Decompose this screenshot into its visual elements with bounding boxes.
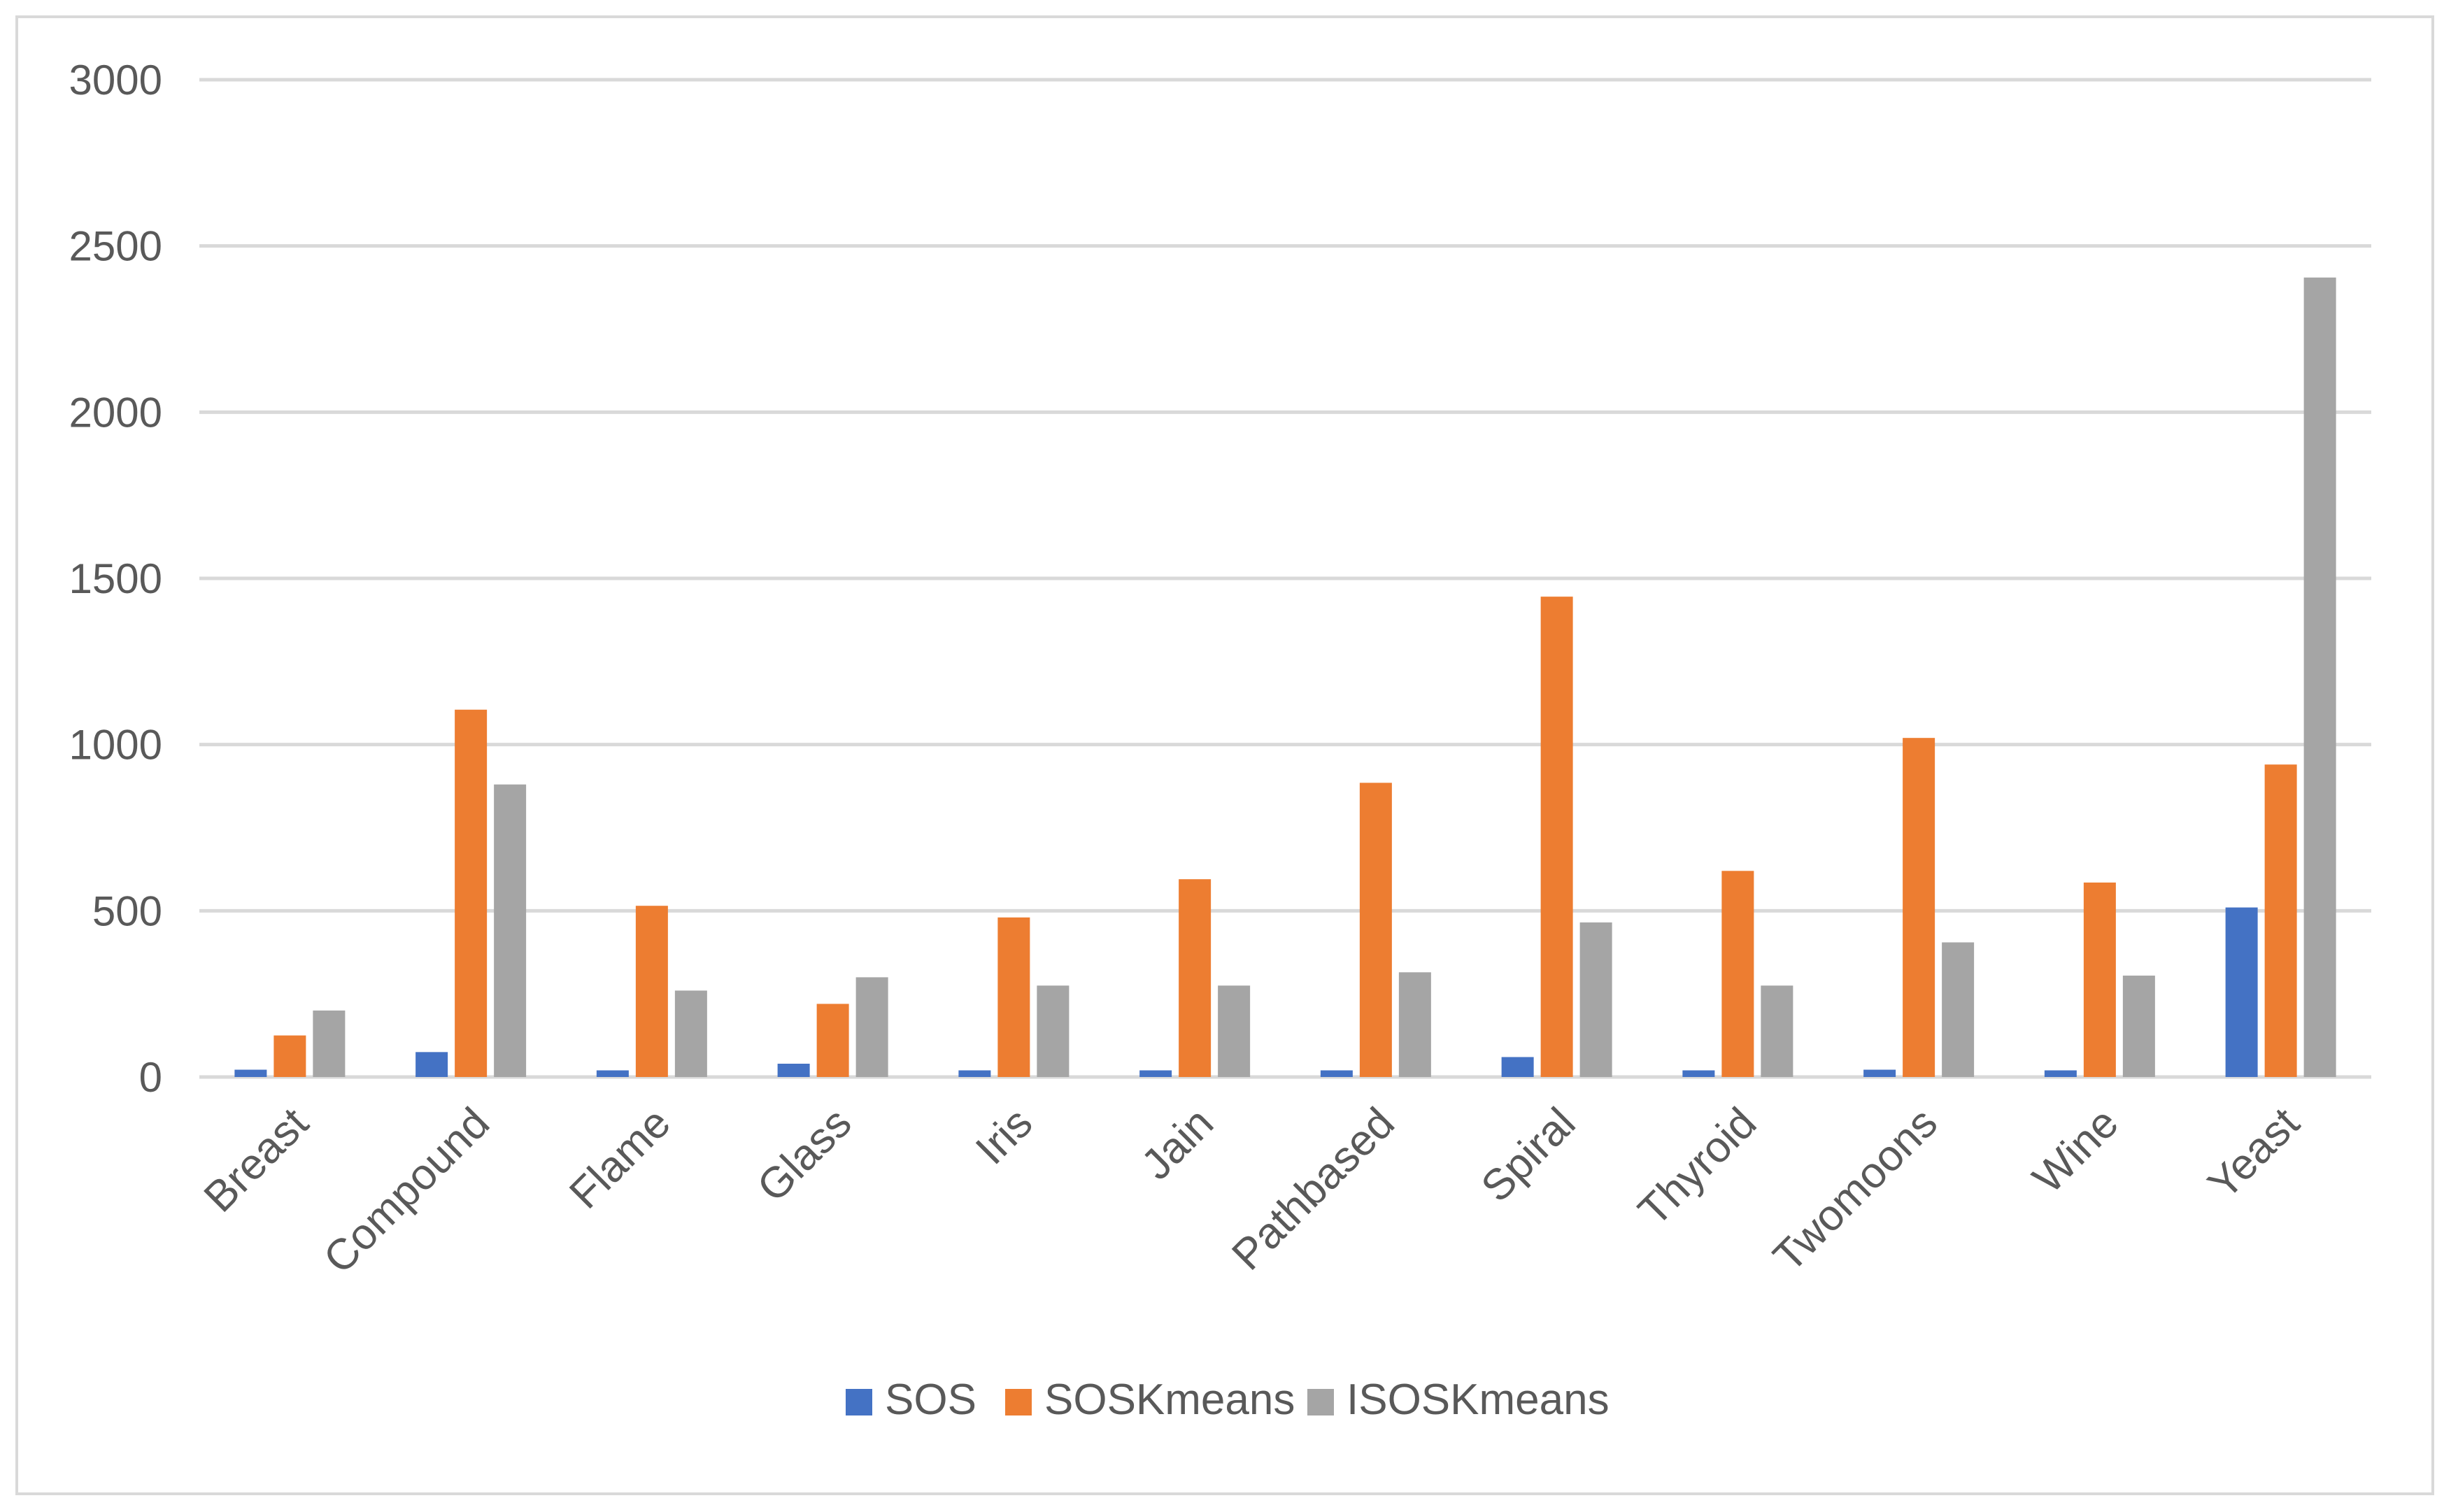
x-category-label: Breast (195, 1099, 318, 1222)
legend-label: ISOSKmeans (1347, 1376, 1610, 1424)
bar-isoskmeans-yeast (2303, 277, 2336, 1077)
y-tick-label: 3000 (69, 57, 162, 104)
bar-soskmeans-pathbased (1359, 783, 1392, 1077)
bar-sos-spiral (1501, 1057, 1534, 1077)
bar-sos-thyroid (1682, 1070, 1715, 1077)
y-tick-label: 1000 (69, 722, 162, 769)
x-category-label: Flame (560, 1099, 680, 1218)
y-tick-label: 2500 (69, 223, 162, 270)
x-category-label: Iris (967, 1099, 1042, 1174)
gridlines (199, 78, 2371, 1079)
bar-soskmeans-twomoons (1903, 738, 1935, 1077)
bar-soskmeans-iris (997, 917, 1030, 1077)
y-axis-ticks: 0 500 1000 1500 2000 2500 3000 (69, 57, 162, 1101)
bar-isoskmeans-pathbased (1398, 972, 1431, 1077)
x-category-label: Compound (315, 1099, 499, 1283)
bar-soskmeans-compound (455, 709, 488, 1077)
legend-item-isoskmeans: ISOSKmeans (1307, 1376, 1610, 1424)
bar-sos-pathbased (1320, 1070, 1353, 1077)
bar-isoskmeans-jain (1218, 985, 1251, 1077)
x-category-label: Twomoons (1764, 1099, 1947, 1281)
legend-swatch (1005, 1389, 1032, 1415)
bar-sos-twomoons (1863, 1069, 1896, 1077)
bars (234, 277, 2336, 1077)
bar-soskmeans-flame (635, 906, 668, 1077)
x-category-label: Spiral (1472, 1099, 1585, 1211)
x-category-label: Yeast (2199, 1099, 2309, 1208)
bar-soskmeans-glass (816, 1004, 849, 1077)
bar-isoskmeans-twomoons (1942, 942, 1975, 1077)
legend-swatch (1307, 1389, 1334, 1415)
bar-soskmeans-spiral (1540, 597, 1573, 1077)
bar-sos-wine (2044, 1070, 2077, 1077)
bar-soskmeans-yeast (2264, 764, 2297, 1077)
y-tick-label: 2000 (69, 389, 162, 436)
x-category-label: Wine (2024, 1099, 2128, 1203)
bar-soskmeans-thyroid (1721, 871, 1754, 1077)
bar-isoskmeans-wine (2122, 976, 2155, 1077)
bar-sos-breast (234, 1069, 267, 1077)
bar-isoskmeans-compound (494, 784, 527, 1077)
legend-item-sos: SOS (846, 1376, 976, 1424)
bar-isoskmeans-flame (674, 990, 707, 1077)
bar-isoskmeans-breast (313, 1010, 346, 1077)
bar-soskmeans-wine (2083, 882, 2116, 1077)
x-category-label: Glass (748, 1099, 861, 1211)
x-category-label: Jain (1132, 1099, 1223, 1189)
legend-label: SOS (885, 1376, 976, 1424)
chart-frame (15, 15, 2434, 1495)
legend-item-soskmeans: SOSKmeans (1005, 1376, 1295, 1424)
bar-sos-flame (596, 1070, 629, 1077)
bar-isoskmeans-spiral (1579, 922, 1612, 1077)
bar-sos-iris (958, 1070, 991, 1077)
bar-sos-glass (777, 1063, 810, 1077)
x-category-label: Pathbased (1223, 1099, 1403, 1279)
bar-isoskmeans-iris (1037, 985, 1070, 1077)
bar-isoskmeans-thyroid (1761, 985, 1793, 1077)
bar-soskmeans-breast (273, 1035, 306, 1077)
y-tick-label: 1500 (69, 555, 162, 602)
bar-sos-compound (415, 1052, 448, 1077)
y-tick-label: 500 (92, 887, 162, 934)
legend-swatch (846, 1389, 872, 1415)
bar-sos-yeast (2225, 907, 2258, 1077)
bar-soskmeans-jain (1179, 879, 1212, 1077)
legend: SOS SOSKmeans ISOSKmeans (846, 1376, 1610, 1424)
x-category-label: Thyroid (1629, 1099, 1766, 1235)
legend-label: SOSKmeans (1044, 1376, 1295, 1424)
bar-isoskmeans-glass (855, 977, 888, 1077)
bar-sos-jain (1139, 1070, 1172, 1077)
y-tick-label: 0 (139, 1054, 162, 1101)
